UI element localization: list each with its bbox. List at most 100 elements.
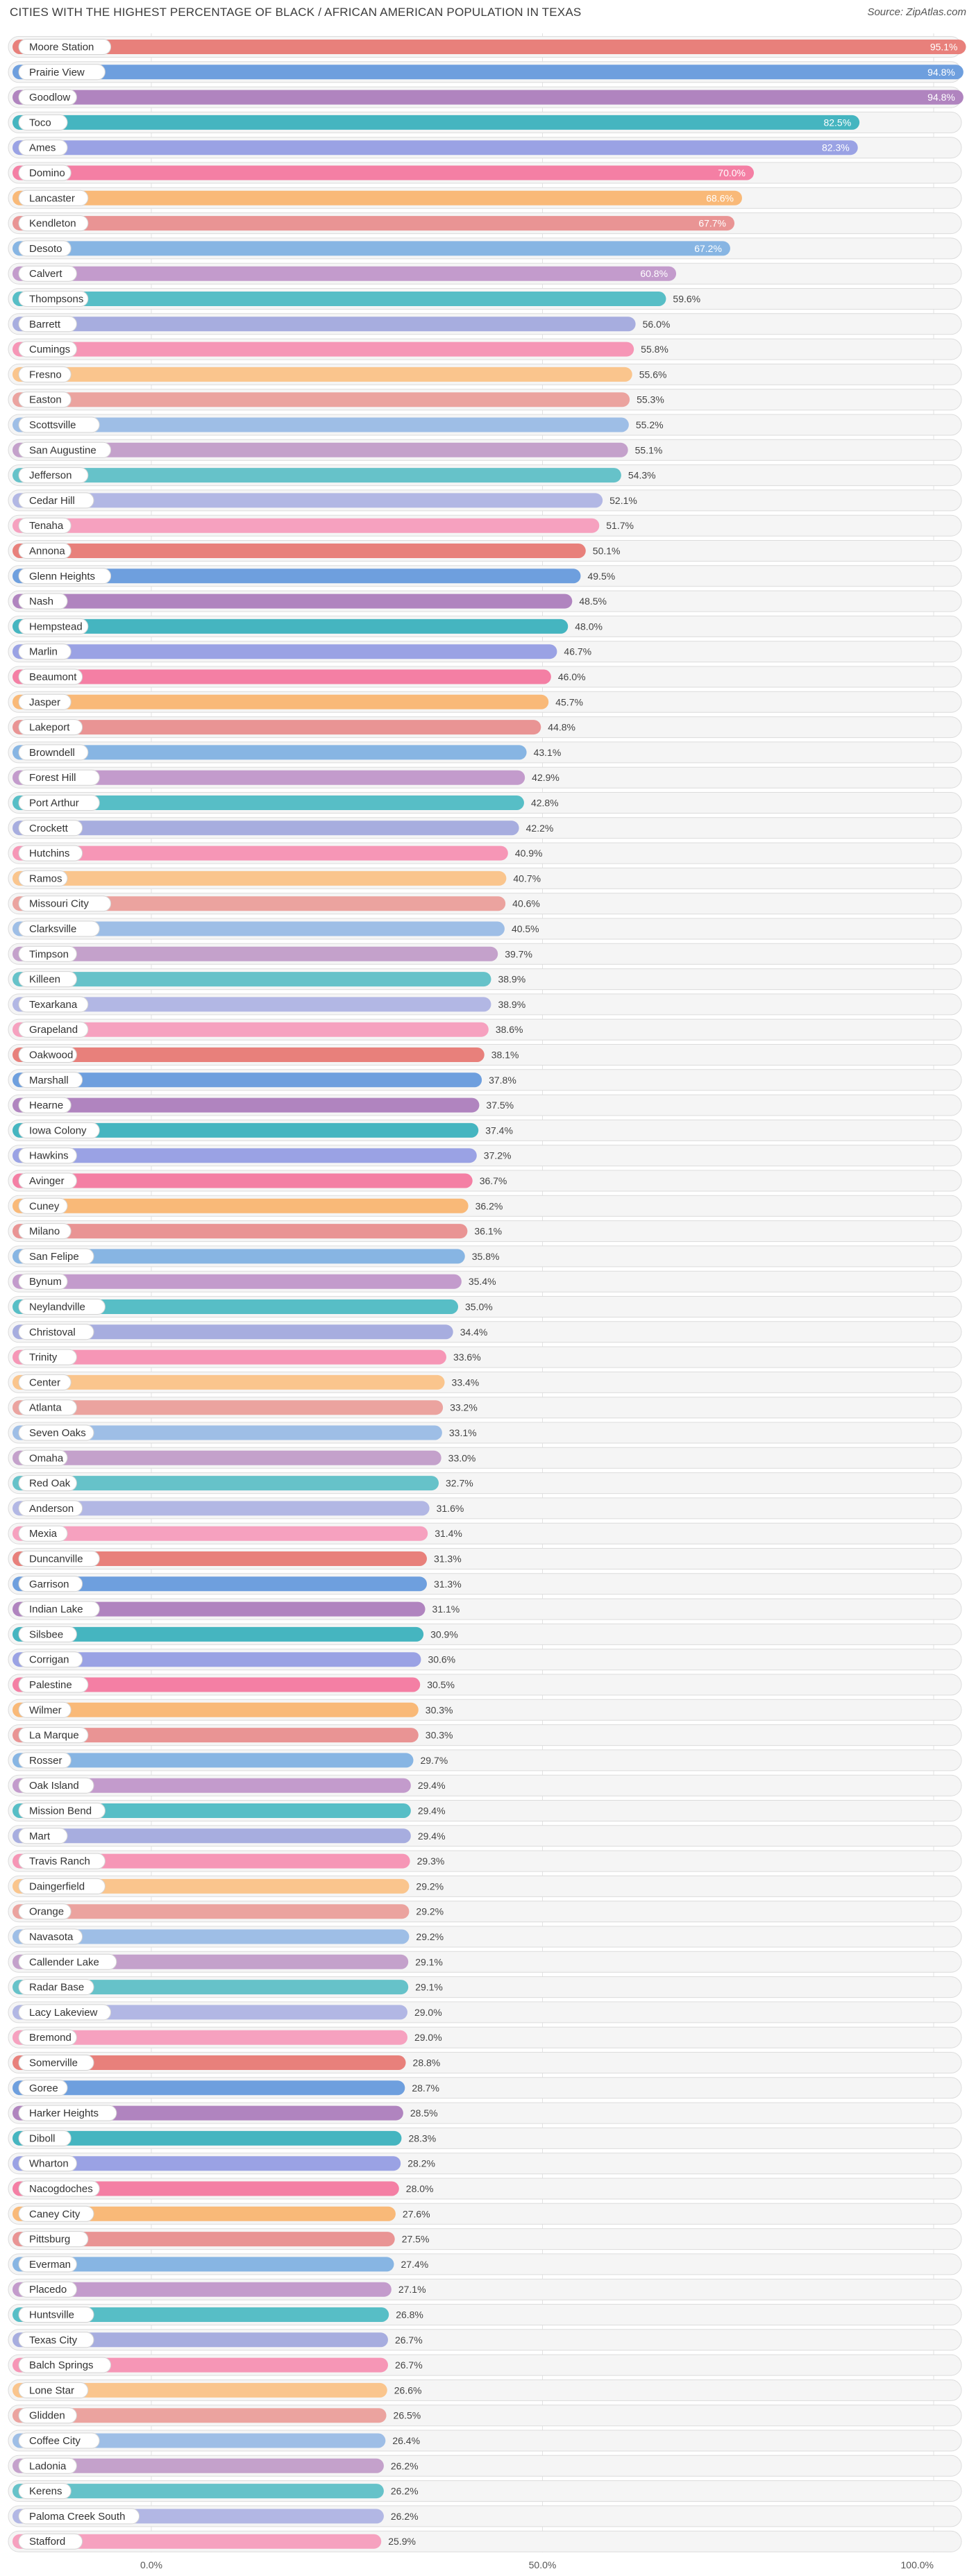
category-label-pill: [18, 1475, 77, 1492]
category-label: Marshall: [29, 1075, 69, 1086]
bar: [12, 317, 636, 332]
value-label: 26.8%: [396, 2309, 423, 2321]
category-label-pill: [18, 215, 89, 232]
bar: [12, 1551, 427, 1566]
category-label-pill: [18, 1828, 68, 1844]
category-label: Cedar Hill: [29, 495, 75, 507]
bar: [12, 518, 600, 533]
category-label: Mission Bend: [29, 1805, 92, 1817]
category-label-pill: [18, 1424, 94, 1441]
category-label-pill: [18, 845, 83, 861]
category-label: Killeen: [29, 974, 60, 986]
category-label: Oak Island: [29, 1780, 79, 1792]
category-label-pill: [18, 996, 89, 1013]
value-label: 33.0%: [448, 1452, 476, 1463]
value-label: 28.0%: [406, 2183, 434, 2194]
category-label-pill: [18, 416, 100, 433]
value-label: 33.4%: [452, 1377, 480, 1388]
category-label: Glenn Heights: [29, 571, 95, 582]
category-label-pill: [18, 2080, 68, 2096]
value-label: 28.2%: [407, 2158, 435, 2169]
category-label: Caney City: [29, 2208, 81, 2220]
bar: [12, 2257, 394, 2272]
value-label: 49.5%: [587, 571, 615, 582]
value-label: 54.3%: [628, 470, 656, 481]
category-label-pill: [18, 2432, 100, 2449]
value-label: 56.0%: [643, 319, 671, 330]
bar: [12, 1828, 411, 1844]
category-label: Glidden: [29, 2410, 65, 2422]
value-label: 36.7%: [480, 1175, 507, 1186]
category-label: Oakwood: [29, 1050, 73, 1061]
category-label-pill: [18, 1651, 83, 1668]
value-label: 27.6%: [403, 2208, 430, 2219]
category-label: Prairie View: [29, 67, 85, 78]
category-label: Texarkana: [29, 999, 78, 1011]
bar: [12, 1198, 469, 1213]
category-label: Harker Heights: [29, 2107, 99, 2119]
category-label-pill: [18, 2332, 94, 2348]
category-label-pill: [18, 1399, 77, 1416]
bar: [12, 65, 964, 80]
category-label: Kendleton: [29, 218, 76, 230]
bar: [12, 618, 569, 634]
value-label: 29.4%: [418, 1805, 446, 1817]
category-label-pill: [18, 341, 77, 357]
category-label-pill: [18, 2256, 77, 2273]
bar: [12, 1753, 414, 1768]
category-label: Ramos: [29, 873, 62, 884]
value-label: 48.5%: [579, 596, 607, 607]
bar: [12, 1626, 424, 1642]
value-label: 29.2%: [416, 1880, 444, 1892]
bar: [12, 1702, 419, 1717]
value-label: 42.2%: [526, 823, 554, 834]
value-label: 46.7%: [564, 646, 591, 657]
category-label-pill: [18, 1727, 89, 1744]
bar: [12, 2030, 407, 2045]
bar: [12, 569, 581, 584]
category-label: Timpson: [29, 948, 69, 960]
category-label-pill: [18, 2307, 94, 2323]
category-label-pill: [18, 2457, 77, 2474]
bar: [12, 997, 491, 1012]
category-label: Jefferson: [29, 470, 71, 482]
bar: [12, 140, 858, 155]
category-label-pill: [18, 467, 89, 484]
bar: [12, 1526, 428, 1541]
category-label: Iowa Colony: [29, 1125, 87, 1136]
category-label-pill: [18, 1903, 71, 1920]
category-label-pill: [18, 820, 83, 836]
category-label-pill: [18, 870, 68, 886]
value-label: 38.1%: [491, 1050, 519, 1061]
bar: [12, 266, 677, 281]
category-label: Desoto: [29, 243, 62, 255]
category-label: Annona: [29, 546, 65, 557]
category-label: Coffee City: [29, 2435, 81, 2447]
bar: [12, 1072, 482, 1088]
bar: [12, 1778, 411, 1793]
value-label: 36.1%: [474, 1226, 502, 1237]
category-label: Lancaster: [29, 192, 75, 204]
value-label: 31.3%: [434, 1554, 462, 1565]
category-label: Port Arthur: [29, 798, 79, 809]
value-label: 32.7%: [446, 1478, 473, 1489]
bar: [12, 1652, 421, 1667]
bar: [12, 2484, 384, 2499]
category-label: Seven Oaks: [29, 1427, 86, 1439]
value-label: 30.5%: [427, 1679, 455, 1690]
category-label: Anderson: [29, 1503, 74, 1515]
category-label-pill: [18, 140, 68, 156]
bar: [12, 1047, 485, 1062]
category-label-pill: [18, 618, 89, 634]
category-label: Garrison: [29, 1579, 69, 1590]
category-label: Forest Hill: [29, 772, 76, 784]
value-label: 37.4%: [485, 1125, 513, 1136]
value-label: 31.6%: [437, 1503, 464, 1514]
category-label: Goodlow: [29, 92, 70, 103]
category-label-pill: [18, 1349, 77, 1365]
value-label: 26.2%: [391, 2486, 419, 2497]
category-label-pill: [18, 366, 71, 382]
bar: [12, 1677, 421, 1692]
category-label-pill: [18, 2055, 94, 2071]
